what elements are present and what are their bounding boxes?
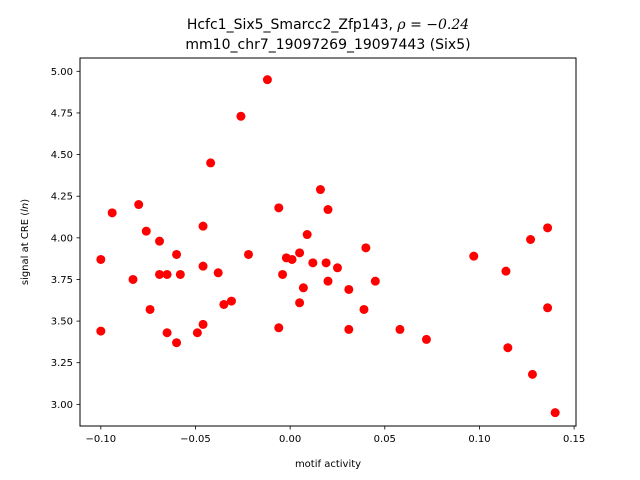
y-axis-label-ln: ln bbox=[20, 203, 31, 212]
plot-area bbox=[80, 58, 576, 426]
y-tick-label: 3.75 bbox=[51, 275, 73, 286]
x-tick-label: −0.10 bbox=[85, 434, 116, 445]
data-point bbox=[155, 269, 165, 279]
x-tick-label: 0.00 bbox=[279, 434, 301, 445]
data-point bbox=[527, 369, 537, 379]
data-point bbox=[332, 263, 342, 273]
data-point bbox=[361, 243, 371, 253]
data-point bbox=[503, 343, 513, 353]
data-point bbox=[315, 185, 325, 195]
x-tick-label: 0.10 bbox=[468, 434, 490, 445]
data-point bbox=[344, 324, 354, 334]
data-point bbox=[274, 323, 284, 333]
data-point bbox=[469, 251, 479, 261]
y-tick-label: 3.00 bbox=[51, 400, 73, 411]
data-point bbox=[198, 261, 208, 271]
data-point bbox=[370, 276, 380, 286]
data-point bbox=[134, 200, 144, 210]
data-point bbox=[226, 296, 236, 306]
data-point bbox=[274, 203, 284, 213]
y-tick-label: 4.00 bbox=[51, 233, 73, 244]
y-tick-label: 3.25 bbox=[51, 358, 73, 369]
data-point bbox=[107, 208, 117, 218]
data-point bbox=[198, 319, 208, 329]
data-point bbox=[323, 205, 333, 215]
x-axis-ticks: −0.10 −0.05 0.00 0.05 0.10 0.15 bbox=[85, 426, 585, 445]
data-point bbox=[344, 284, 354, 294]
data-point bbox=[162, 328, 172, 338]
data-point bbox=[302, 230, 312, 240]
y-tick-label: 4.50 bbox=[51, 150, 73, 161]
data-point bbox=[278, 269, 288, 279]
data-point bbox=[298, 283, 308, 293]
data-point bbox=[323, 276, 333, 286]
y-tick-label: 4.25 bbox=[51, 192, 73, 203]
data-point bbox=[359, 304, 369, 314]
data-point bbox=[198, 221, 208, 231]
data-point bbox=[501, 266, 511, 276]
data-point bbox=[96, 326, 106, 336]
data-point bbox=[96, 254, 106, 264]
data-point bbox=[421, 334, 431, 344]
data-point bbox=[213, 268, 223, 278]
x-tick-label: 0.05 bbox=[374, 434, 396, 445]
y-tick-label: 3.50 bbox=[51, 317, 73, 328]
data-point bbox=[206, 158, 216, 168]
data-point bbox=[162, 269, 172, 279]
y-axis-label-main: signal at CRE ( bbox=[20, 212, 31, 285]
data-point bbox=[172, 249, 182, 259]
data-point bbox=[236, 111, 246, 121]
data-point bbox=[287, 254, 297, 264]
data-point bbox=[395, 324, 405, 334]
data-point bbox=[526, 235, 536, 245]
y-axis-label: signal at CRE (ln) bbox=[20, 199, 31, 285]
plot-frame bbox=[79, 57, 577, 427]
y-tick-label: 5.00 bbox=[51, 67, 73, 78]
data-point bbox=[141, 226, 151, 236]
data-point bbox=[243, 249, 253, 259]
data-point bbox=[543, 303, 553, 313]
data-points bbox=[96, 75, 560, 418]
data-point bbox=[550, 408, 560, 418]
data-point bbox=[308, 258, 318, 268]
data-point bbox=[543, 223, 553, 233]
data-point bbox=[321, 258, 331, 268]
data-point bbox=[172, 338, 182, 348]
y-axis-ticks: 3.00 3.25 3.50 3.75 4.00 4.25 4.50 4.75 5.00 bbox=[51, 67, 80, 411]
y-tick-label: 4.75 bbox=[51, 108, 73, 119]
chart-title-line-2: mm10_chr7_19097269_19097443 (Six5) bbox=[185, 37, 470, 53]
data-point bbox=[175, 269, 185, 279]
data-point bbox=[262, 75, 272, 85]
data-point bbox=[192, 328, 202, 338]
data-point bbox=[128, 274, 138, 284]
data-point bbox=[295, 298, 305, 308]
data-point bbox=[295, 248, 305, 258]
chart-title-rho: ρ = −0.24 bbox=[396, 17, 469, 33]
chart-title-line-1: Hcfc1_Six5_Smarcc2_Zfp143, ρ = −0.24 bbox=[187, 17, 469, 33]
y-axis-label-end: ) bbox=[20, 199, 31, 203]
data-point bbox=[219, 299, 229, 309]
x-axis-label: motif activity bbox=[295, 459, 361, 470]
chart-title-gene-names: Hcfc1_Six5_Smarcc2_Zfp143, bbox=[187, 17, 398, 33]
x-tick-label: −0.05 bbox=[180, 434, 211, 445]
data-point bbox=[145, 304, 155, 314]
x-tick-label: 0.15 bbox=[563, 434, 585, 445]
data-point bbox=[155, 236, 165, 246]
